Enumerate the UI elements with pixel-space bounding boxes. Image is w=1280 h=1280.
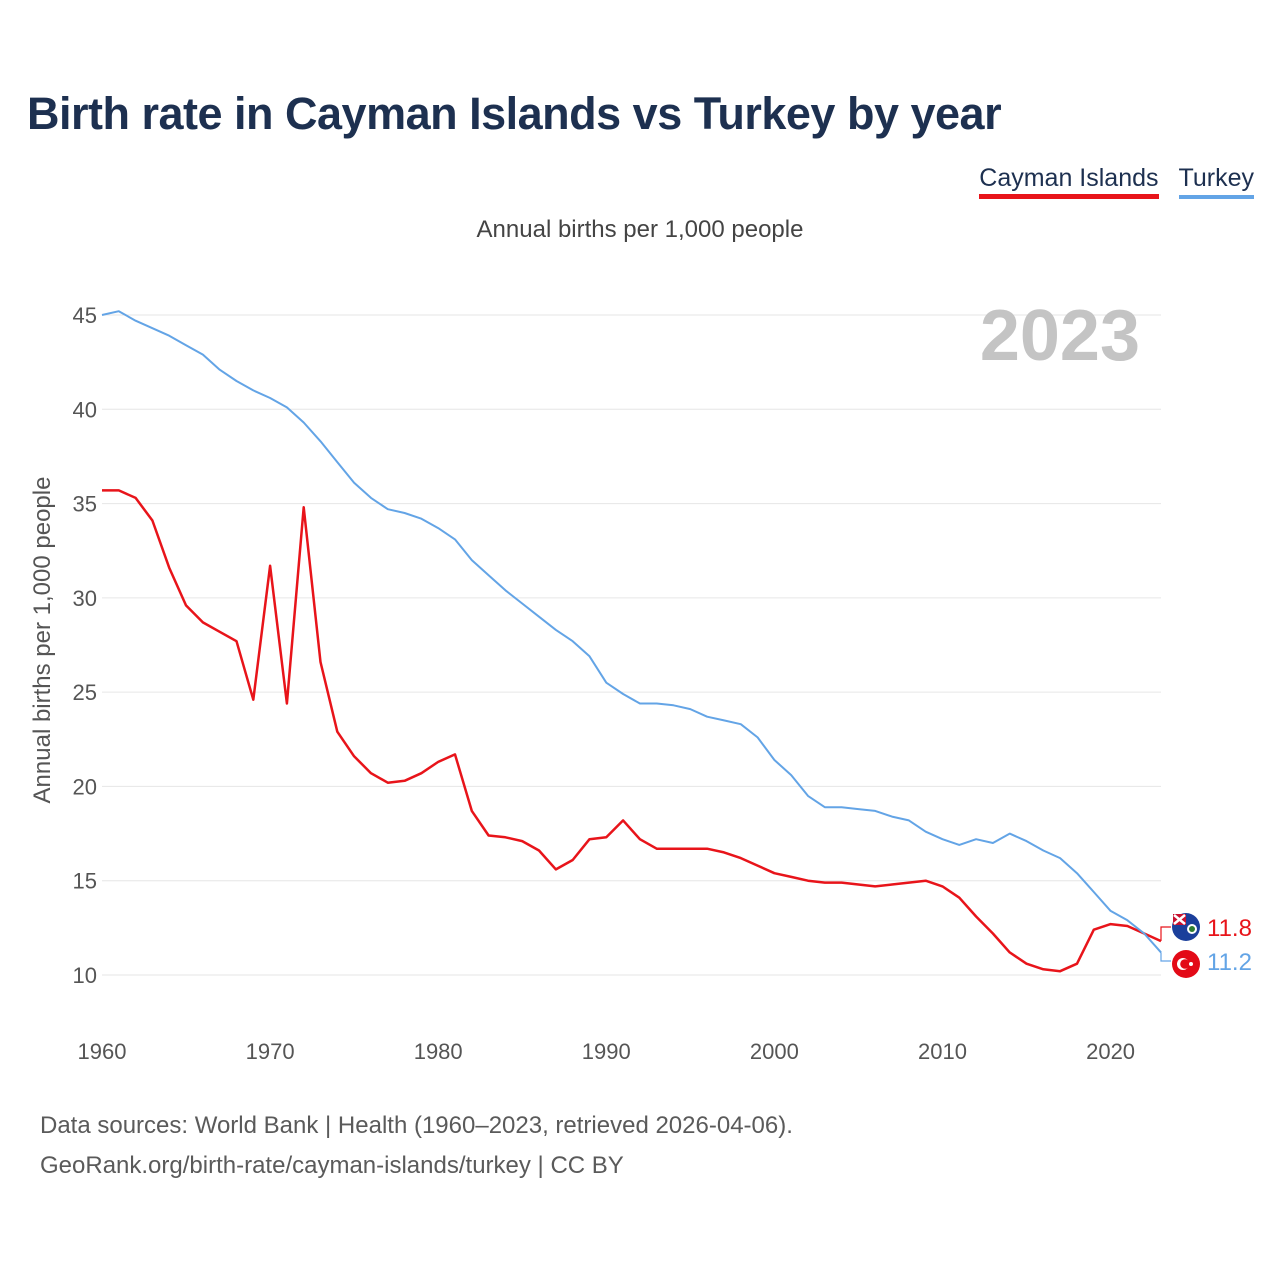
x-axis-ticks: 1960 1970 1980 1990 2000 2010 2020 bbox=[78, 1039, 1136, 1064]
cayman-islands-flag-icon bbox=[1172, 913, 1200, 941]
end-connector-cayman-islands bbox=[1160, 926, 1171, 942]
x-tick-label: 1990 bbox=[582, 1039, 631, 1064]
y-tick-label: 20 bbox=[73, 774, 97, 799]
x-tick-label: 1960 bbox=[78, 1039, 127, 1064]
x-tick-label: 2010 bbox=[918, 1039, 967, 1064]
y-tick-label: 30 bbox=[73, 586, 97, 611]
end-value-label-cayman-islands: 11.8 bbox=[1207, 915, 1252, 942]
series-line-cayman-islands bbox=[102, 489, 1162, 973]
x-tick-label: 1980 bbox=[414, 1039, 463, 1064]
series-lines bbox=[101, 310, 1162, 973]
x-tick-label: 2020 bbox=[1086, 1039, 1135, 1064]
y-axis-label: Annual births per 1,000 people bbox=[29, 477, 56, 804]
end-connector-turkey bbox=[1160, 952, 1171, 962]
legend-item-cayman-islands[interactable]: Cayman Islands bbox=[979, 164, 1159, 199]
legend-item-turkey[interactable]: Turkey bbox=[1178, 164, 1254, 199]
y-tick-label: 25 bbox=[73, 680, 97, 705]
page-title: Birth rate in Cayman Islands vs Turkey b… bbox=[27, 88, 1002, 139]
end-labels: 11.8 11.2 bbox=[1160, 913, 1252, 978]
chart-subtitle: Annual births per 1,000 people bbox=[476, 216, 804, 243]
y-tick-label: 15 bbox=[73, 869, 97, 894]
x-tick-label: 1970 bbox=[246, 1039, 295, 1064]
source-line-1: Data sources: World Bank | Health (1960–… bbox=[40, 1112, 793, 1139]
turkey-flag-icon bbox=[1172, 950, 1200, 978]
legend: Cayman Islands Turkey bbox=[979, 164, 1254, 199]
y-tick-label: 10 bbox=[73, 963, 97, 988]
data-source-note: Data sources: World Bank | Health (1960–… bbox=[40, 1106, 793, 1186]
series-line-turkey bbox=[101, 310, 1162, 954]
source-line-2[interactable]: GeoRank.org/birth-rate/cayman-islands/tu… bbox=[40, 1152, 624, 1179]
x-tick-label: 2000 bbox=[750, 1039, 799, 1064]
y-tick-label: 40 bbox=[73, 397, 97, 422]
y-tick-label: 45 bbox=[73, 303, 97, 328]
y-axis-ticks: 10 15 20 25 30 35 40 45 bbox=[73, 303, 97, 988]
grid-lines bbox=[102, 314, 1161, 976]
end-value-label-turkey: 11.2 bbox=[1207, 949, 1252, 976]
year-watermark: 2023 bbox=[980, 296, 1140, 376]
y-tick-label: 35 bbox=[73, 492, 97, 517]
